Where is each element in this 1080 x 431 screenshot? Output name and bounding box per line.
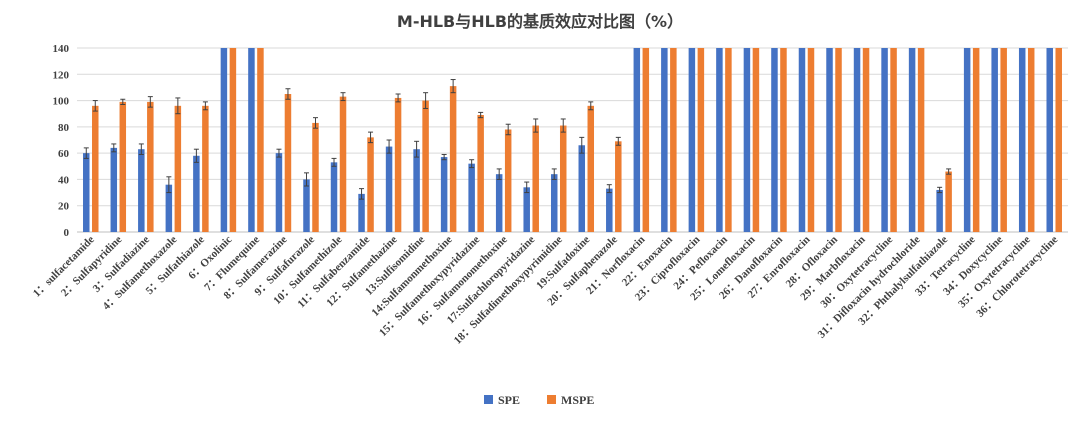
bar-spe-25: [743, 48, 751, 232]
bar-spe-17: [523, 187, 530, 232]
legend-swatch-spe: [484, 395, 493, 404]
bar-spe-18: [550, 174, 558, 232]
bar-mspe-15: [477, 115, 484, 232]
bar-mspe-32: [945, 171, 952, 232]
bar-mspe-1: [92, 105, 99, 232]
bar-spe-8: [275, 153, 283, 232]
bar-spe-1: [83, 153, 90, 232]
bar-spe-6: [220, 48, 228, 232]
bar-mspe-3: [147, 101, 154, 232]
bar-spe-27: [798, 48, 806, 232]
bar-spe-16: [495, 174, 503, 232]
bars: [83, 48, 1062, 232]
bar-mspe-23: [697, 48, 705, 232]
bar-mspe-21: [642, 48, 650, 232]
y-tick-label: 40: [58, 174, 70, 186]
bar-spe-7: [248, 48, 255, 232]
bar-mspe-36: [1055, 48, 1062, 232]
bar-spe-33: [963, 48, 971, 232]
bar-spe-13: [413, 149, 420, 232]
bar-mspe-14: [449, 86, 457, 232]
bar-mspe-33: [972, 48, 980, 232]
bar-mspe-20: [615, 141, 622, 232]
bar-mspe-35: [1027, 48, 1035, 232]
bar-mspe-22: [670, 48, 677, 232]
bar-mspe-11: [367, 137, 374, 232]
x-axis-labels: 1：sulfacetamide2：Sulfapyridine3：Sulfadia…: [31, 234, 1060, 347]
bar-mspe-6: [229, 48, 237, 232]
bar-spe-22: [661, 48, 668, 232]
bar-mspe-10: [339, 96, 347, 232]
bar-spe-31: [908, 48, 916, 232]
error-bars: [83, 79, 952, 200]
y-tick-label: 140: [53, 43, 70, 55]
bar-spe-35: [1018, 48, 1026, 232]
bar-mspe-7: [257, 48, 264, 232]
chart-title: M-HLB与HLB的基质效应对比图（%）: [397, 12, 683, 31]
bar-spe-28: [826, 48, 833, 232]
bar-mspe-12: [394, 97, 402, 232]
y-tick-label: 100: [53, 96, 70, 108]
bar-mspe-34: [1000, 48, 1007, 232]
bar-mspe-28: [835, 48, 842, 232]
bar-spe-29: [853, 48, 861, 232]
bar-spe-2: [110, 147, 118, 232]
bar-spe-12: [385, 146, 393, 232]
bar-mspe-30: [890, 48, 897, 232]
bar-mspe-17: [532, 125, 539, 232]
bar-spe-11: [358, 193, 365, 232]
bar-spe-15: [468, 163, 475, 232]
bar-spe-26: [771, 48, 778, 232]
bar-mspe-18: [559, 125, 567, 232]
bar-spe-21: [633, 48, 641, 232]
bar-mspe-9: [312, 122, 319, 232]
bar-spe-24: [716, 48, 723, 232]
bar-mspe-19: [587, 105, 595, 232]
bar-spe-19: [578, 145, 586, 232]
bar-mspe-24: [725, 48, 732, 232]
bar-mspe-2: [119, 101, 127, 232]
bar-mspe-26: [780, 48, 787, 232]
y-tick-label: 0: [64, 227, 70, 239]
bar-spe-4: [165, 184, 173, 232]
y-tick-label: 20: [58, 201, 70, 213]
bar-mspe-25: [752, 48, 760, 232]
gridlines: [77, 47, 1068, 233]
y-tick-label: 60: [58, 148, 70, 160]
legend: SPE MSPE: [484, 393, 594, 407]
bar-mspe-31: [917, 48, 925, 232]
bar-mspe-27: [807, 48, 815, 232]
bar-spe-20: [606, 188, 613, 232]
bar-spe-36: [1046, 48, 1053, 232]
legend-label-mspe: MSPE: [561, 393, 594, 407]
bar-spe-3: [138, 149, 145, 232]
bar-spe-9: [303, 179, 310, 232]
bar-mspe-13: [422, 100, 429, 232]
bar-spe-34: [991, 48, 998, 232]
bar-spe-30: [881, 48, 888, 232]
y-tick-label: 80: [58, 122, 70, 134]
bar-spe-32: [936, 189, 943, 232]
bar-mspe-29: [862, 48, 870, 232]
bar-spe-14: [440, 157, 448, 232]
bar-spe-5: [193, 155, 200, 232]
legend-swatch-mspe: [547, 395, 556, 404]
y-axis-ticks: 0 20 40 60 80 100 120 140: [53, 43, 70, 239]
bar-mspe-5: [202, 105, 209, 232]
bar-mspe-8: [284, 94, 292, 232]
bar-mspe-16: [504, 129, 512, 232]
bar-spe-23: [688, 48, 696, 232]
y-tick-label: 120: [53, 69, 70, 81]
legend-label-spe: SPE: [498, 393, 520, 407]
bar-spe-10: [330, 162, 338, 232]
bar-mspe-4: [174, 105, 182, 232]
